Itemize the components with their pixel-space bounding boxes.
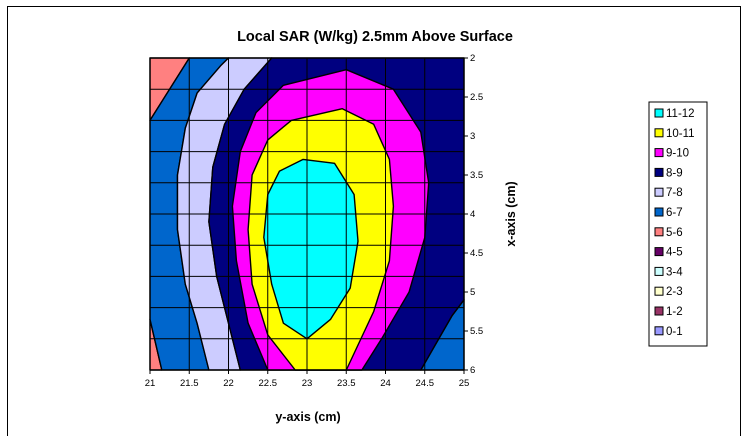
y-tick-label: 5 — [470, 287, 475, 298]
x-axis-title: y-axis (cm) — [275, 410, 340, 424]
legend-box — [648, 101, 708, 347]
legend-items: 11-12 10-11 9-10 8-9 7-8 6-7 5-6 4-5 3-4 2-3 1-2 0-… — [654, 108, 695, 338]
legend-swatch — [654, 108, 664, 118]
chart-title: Local SAR (W/kg) 2.5mm Above Surface — [237, 29, 513, 45]
legend-swatch — [654, 128, 664, 138]
legend-label: 11-12 — [666, 108, 695, 120]
y-tick-label: 3.5 — [470, 170, 483, 181]
legend-label: 6-7 — [666, 207, 683, 219]
legend-swatch — [654, 207, 664, 217]
legend: 11-12 10-11 9-10 8-9 7-8 6-7 5-6 4-5 3-4 2-3 1-2 0-… — [648, 101, 708, 347]
y-axis-ticks: 2 2.5 3 3.5 4 4.5 5 5.5 6 — [464, 53, 483, 376]
legend-swatch — [654, 306, 664, 316]
x-tick-label: 23.5 — [337, 378, 356, 389]
legend-label: 3-4 — [666, 266, 683, 278]
legend-label: 0-1 — [666, 326, 683, 338]
x-tick-label: 24 — [380, 378, 391, 389]
legend-label: 4-5 — [666, 247, 683, 259]
x-tick-label: 21.5 — [180, 378, 199, 389]
x-tick-label: 21 — [145, 378, 156, 389]
y-tick-label: 4 — [470, 209, 475, 220]
x-tick-label: 25 — [459, 378, 470, 389]
legend-label: 1-2 — [666, 306, 683, 318]
y-tick-label: 3 — [470, 131, 475, 142]
legend-swatch — [654, 247, 664, 257]
legend-swatch — [654, 326, 664, 336]
y-tick-label: 2 — [470, 53, 475, 64]
y-tick-label: 2.5 — [470, 92, 483, 103]
y-tick-label: 4.5 — [470, 248, 483, 259]
y-axis-title: x-axis (cm) — [504, 181, 518, 246]
legend-swatch — [654, 187, 664, 197]
legend-label: 2-3 — [666, 286, 683, 298]
legend-swatch — [654, 167, 664, 177]
legend-swatch — [654, 148, 664, 158]
y-tick-label: 5.5 — [470, 326, 483, 337]
legend-swatch — [654, 286, 664, 296]
legend-label: 7-8 — [666, 187, 683, 199]
legend-label: 8-9 — [666, 167, 683, 179]
x-tick-label: 23 — [302, 378, 313, 389]
grid-lines — [149, 57, 465, 371]
x-tick-label: 22.5 — [259, 378, 278, 389]
legend-label: 9-10 — [666, 148, 689, 160]
x-axis-ticks: 21 21.5 22 22.5 23 23.5 24 24.5 25 — [145, 370, 470, 389]
legend-label: 10-11 — [666, 128, 695, 140]
legend-swatch — [654, 227, 664, 237]
x-tick-label: 22 — [223, 378, 234, 389]
legend-swatch — [654, 266, 664, 276]
y-tick-label: 6 — [470, 365, 475, 376]
legend-label: 5-6 — [666, 227, 683, 239]
x-tick-label: 24.5 — [416, 378, 435, 389]
